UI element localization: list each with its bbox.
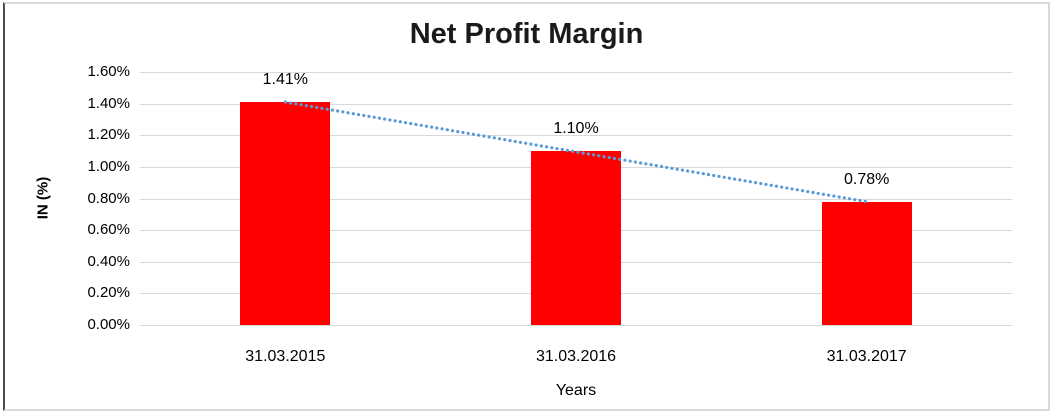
y-axis-title: IN (%): [34, 176, 52, 220]
y-tick-label: 0.80%: [87, 189, 130, 207]
bar: [531, 151, 621, 325]
y-tick-label: 0.00%: [87, 316, 130, 333]
x-tick-label: 31.03.2017: [826, 348, 907, 365]
bar-value-label: 0.78%: [843, 170, 890, 188]
x-tick-label: 31.03.2016: [535, 348, 617, 365]
gridline: [140, 72, 1012, 73]
bar-value-label: 1.41%: [262, 71, 309, 89]
chart-title: Net Profit Margin: [409, 18, 644, 50]
bar-value-label: 1.10%: [553, 120, 599, 138]
chart-frame: Net Profit Margin IN (%) 0.00% 0.20% 0.40%…: [3, 2, 1050, 411]
y-tick-label: 0.20%: [87, 284, 130, 302]
y-tick-label: 1.60%: [87, 63, 130, 80]
y-tick-label: 0.40%: [87, 252, 130, 270]
y-tick-label: 1.00%: [87, 157, 130, 175]
bar-chart: Net Profit Margin IN (%) 0.00% 0.20% 0.40%…: [5, 4, 1048, 409]
y-tick-label: 1.20%: [87, 126, 130, 144]
bar: [240, 102, 331, 325]
x-axis-title: Years: [555, 382, 597, 399]
x-tick-label: 31.03.2015: [245, 348, 326, 365]
y-tick-label: 1.40%: [87, 94, 130, 112]
bar: [821, 201, 912, 325]
gridline: [140, 325, 1012, 326]
y-tick-label: 0.60%: [87, 221, 130, 239]
